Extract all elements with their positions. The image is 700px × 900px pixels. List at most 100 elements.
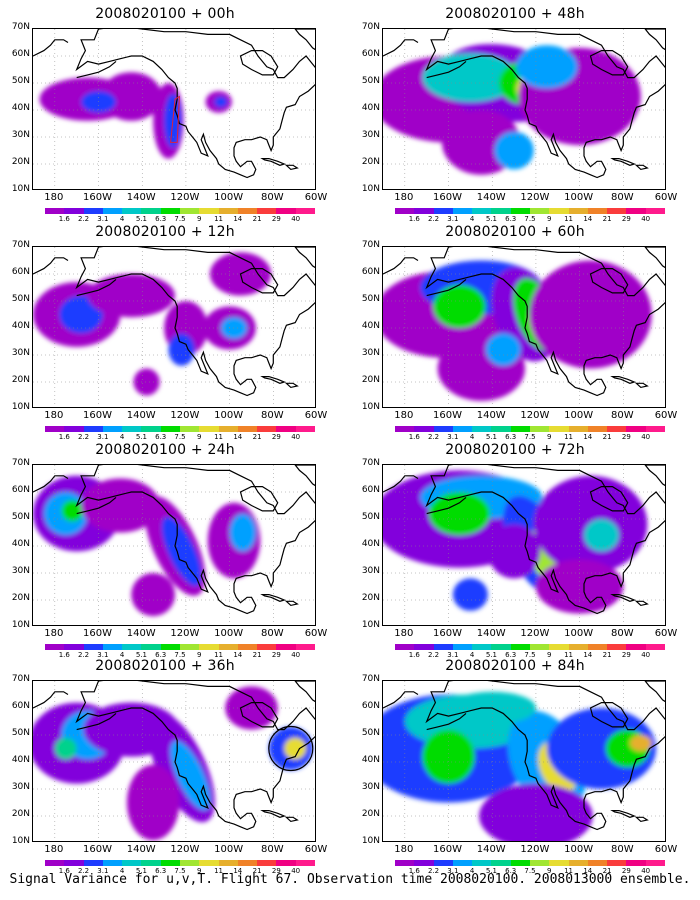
colorbar-label: 6.3 (505, 651, 517, 659)
coastline (75, 465, 315, 615)
colorbar-swatch (452, 644, 473, 650)
coastline (76, 496, 117, 515)
colorbar (45, 208, 315, 214)
colorbar-label: 40 (291, 651, 301, 659)
colorbar-label: 1.6 (408, 867, 420, 875)
lat-tick-label: 50N (11, 76, 30, 86)
coastline (239, 50, 279, 76)
map-panel: 2008020100 + 48h 70N 60N 50N 40N 30N 20N 10N 180… (350, 6, 680, 224)
panel-title: 2008020100 + 24h (95, 442, 235, 458)
lat-tick-label: 70N (11, 674, 30, 684)
coastline (425, 681, 665, 831)
colorbar-label: 2.2 (427, 433, 440, 441)
colorbar-swatch (568, 644, 588, 650)
lon-tick-label: 60W (654, 628, 678, 639)
colorbar-label: 21 (602, 651, 612, 659)
variance-contour (168, 333, 195, 366)
colorbar-label: 11 (214, 651, 223, 659)
lat-tick-label: 40N (11, 539, 30, 549)
variance-contour (59, 295, 103, 334)
map-plot-area (32, 680, 316, 842)
colorbar-swatch (472, 208, 492, 214)
colorbar-label: 2.2 (77, 433, 90, 441)
colorbar-label: 6.3 (155, 215, 167, 223)
lon-tick-label: 160W (433, 844, 463, 855)
lon-tick-label: 160W (433, 628, 463, 639)
colorbar-swatch (218, 208, 238, 214)
coastline (33, 257, 69, 275)
colorbar-swatch (452, 860, 473, 866)
coastline (33, 691, 69, 709)
colorbar-swatch (122, 426, 142, 432)
lat-tick-label: 10N (11, 836, 30, 846)
lat-tick-label: 30N (11, 130, 30, 140)
colorbar-label: 1.6 (408, 433, 420, 441)
coastline (75, 681, 315, 831)
variance-contour (126, 764, 180, 841)
colorbar-swatch (64, 426, 84, 432)
colorbar-label: 40 (291, 433, 301, 441)
colorbar-label: 7.5 (174, 867, 186, 875)
variance-contour (535, 559, 624, 614)
coastline (610, 594, 636, 602)
flight-track (170, 95, 180, 143)
lat-tick-label: 30N (361, 348, 380, 358)
colorbar (395, 644, 665, 650)
lon-tick-label: 160W (433, 192, 463, 203)
colorbar-label: 2.2 (427, 651, 440, 659)
colorbar-label: 4 (469, 215, 475, 223)
variance-contour (100, 72, 162, 121)
colorbar-label: 9 (197, 433, 202, 441)
colorbar-swatch (414, 860, 434, 866)
colorbar-swatch (83, 860, 103, 866)
map-plot-area (32, 246, 316, 408)
lon-tick-label: 60W (304, 410, 328, 421)
lat-tick-label: 70N (361, 240, 380, 250)
colorbar-swatch (102, 860, 123, 866)
lon-tick-label: 180 (44, 844, 64, 855)
variance-contour (529, 260, 652, 369)
lon-tick-label: 120W (170, 628, 200, 639)
colorbar-label: 2.2 (77, 215, 90, 223)
lat-tick-label: 70N (361, 458, 380, 468)
coastline (634, 600, 649, 607)
coastline (76, 712, 117, 731)
colorbar-label: 21 (602, 867, 612, 875)
lon-tick-label: 180 (44, 192, 64, 203)
variance-contour (485, 333, 521, 366)
colorbar-swatch (433, 426, 453, 432)
map-plot-area (382, 464, 666, 626)
colorbar-swatch (433, 644, 453, 650)
lat-tick-label: 60N (361, 701, 380, 711)
lat-tick-label: 70N (11, 240, 30, 250)
colorbar-swatch (395, 426, 415, 432)
lat-tick-label: 10N (11, 184, 30, 194)
colorbar-labels: 1.6 2.2 3.1 4 5.1 6.3 7.5 9 11 14 21 29 40 (395, 215, 665, 224)
lon-tick-label: 80W (610, 192, 634, 203)
colorbar-swatch (45, 644, 65, 650)
coastline (610, 810, 636, 818)
figure-caption: Signal Variance for u,v,T. Flight 67. Ob… (9, 872, 691, 887)
colorbar-swatch (102, 208, 123, 214)
colorbar-label: 3.1 (447, 651, 459, 659)
colorbar-label: 29 (271, 433, 281, 441)
colorbar-swatch (491, 426, 511, 432)
lat-tick-label: 50N (361, 294, 380, 304)
lat-tick-label: 20N (361, 593, 380, 603)
lon-tick-label: 60W (304, 192, 328, 203)
map-panel: 2008020100 + 24h 70N 60N 50N 40N 30N 20N 10N 180… (0, 442, 330, 660)
variance-contour (61, 500, 84, 522)
lon-tick-label: 60W (654, 192, 678, 203)
lon-tick-label: 180 (394, 192, 414, 203)
colorbar-label: 29 (271, 651, 281, 659)
colorbar-swatch (452, 426, 473, 432)
colorbar-label: 9 (547, 215, 552, 223)
colorbar-swatch (141, 644, 161, 650)
colorbar-label: 11 (564, 867, 573, 875)
map-plot-area (382, 28, 666, 190)
coastline (284, 382, 299, 389)
coastline (610, 376, 636, 384)
colorbar-swatch (626, 860, 646, 866)
lat-tick-label: 10N (361, 402, 380, 412)
colorbar-label: 7.5 (524, 215, 536, 223)
